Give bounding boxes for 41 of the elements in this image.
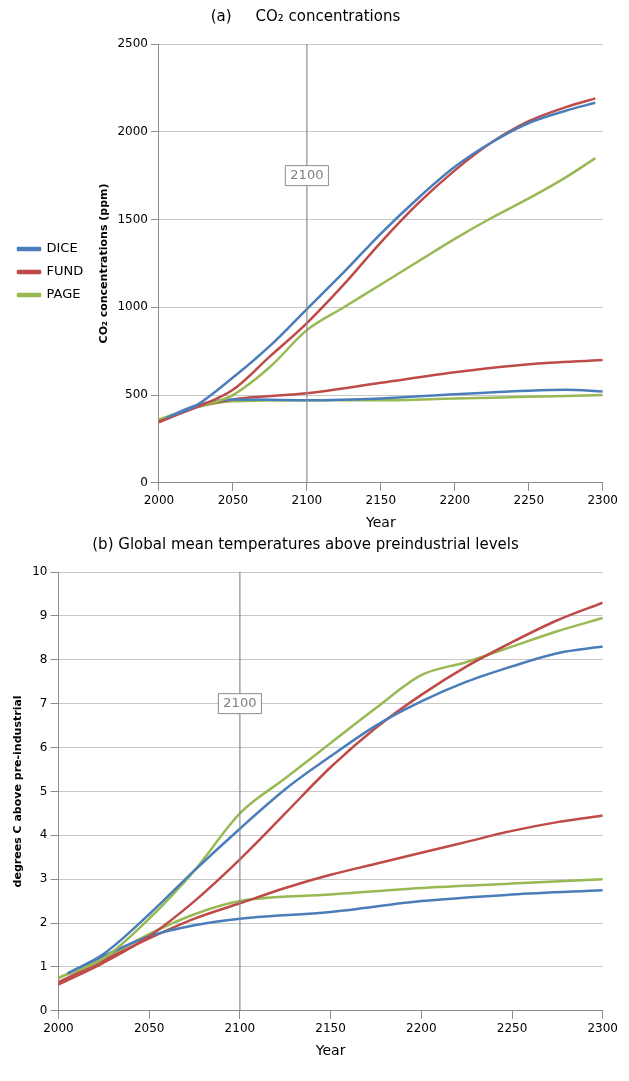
x-tick-label: 2300 (587, 1021, 618, 1036)
legend-label: DICE (46, 240, 78, 256)
legend-label: PAGE (46, 286, 81, 302)
y-tick-label: 1 (39, 959, 48, 974)
y-tick-label: 10 (32, 564, 48, 579)
x-tick-label: 2300 (587, 493, 618, 508)
y-axis-title: CO₂ concentrations (ppm) (96, 183, 110, 344)
y-tick-label: 2500 (117, 36, 148, 51)
x-tick-label: 2250 (496, 1021, 528, 1036)
y-tick-label: 3 (39, 871, 48, 886)
legend-label: FUND (46, 263, 84, 279)
y-tick-label: 8 (39, 651, 48, 666)
y-tick-label: 7 (39, 695, 48, 710)
chart-title: (a) CO₂ concentrations (210, 6, 401, 25)
y-tick-label: 1000 (117, 299, 148, 314)
y-tick-label: 9 (39, 608, 48, 623)
x-axis-title: Year (365, 514, 396, 531)
x-tick-label: 2000 (143, 493, 175, 508)
y-tick-label: 4 (39, 827, 48, 842)
y-tick-label: 2000 (117, 123, 148, 138)
x-tick-label: 2050 (133, 1021, 165, 1036)
y-tick-label: 0 (140, 474, 148, 489)
y-tick-label: 5 (39, 783, 48, 798)
ref-line-label: 2100 (290, 167, 324, 183)
x-tick-label: 2050 (217, 493, 249, 508)
x-tick-label: 2200 (439, 493, 471, 508)
y-tick-label: 500 (125, 387, 148, 402)
x-tick-label: 2150 (365, 493, 397, 508)
chart-title: (b) Global mean temperatures above preindustrial levels (92, 534, 519, 553)
y-tick-label: 0 (39, 1002, 48, 1017)
y-tick-label: 1500 (117, 211, 148, 226)
x-tick-label: 2100 (224, 1021, 256, 1036)
y-tick-label: 6 (39, 739, 48, 754)
y-tick-label: 2 (39, 915, 48, 930)
x-axis-title: Year (314, 1042, 346, 1059)
x-tick-label: 2100 (291, 493, 323, 508)
x-tick-label: 2200 (406, 1021, 437, 1036)
y-axis-title: degrees C above pre-industrial (11, 695, 25, 888)
ref-line-label: 2100 (223, 695, 257, 711)
x-tick-label: 2150 (315, 1021, 346, 1036)
x-tick-label: 2250 (513, 493, 545, 508)
